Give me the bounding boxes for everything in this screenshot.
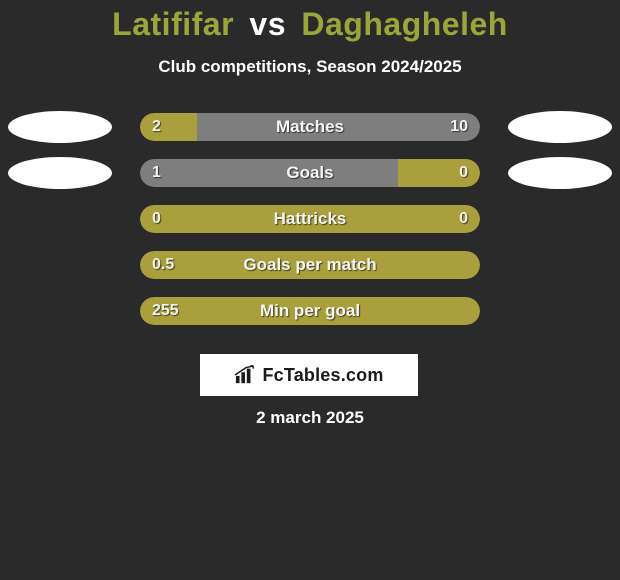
player-badge-left bbox=[8, 157, 112, 189]
player-badge-right bbox=[508, 111, 612, 143]
player-badge-right bbox=[508, 157, 612, 189]
player1-name: Latififar bbox=[112, 6, 234, 42]
value-left: 0 bbox=[152, 205, 161, 233]
comparison-row: 255Min per goal bbox=[0, 297, 620, 325]
bar-segment-full bbox=[140, 251, 480, 279]
subtitle: Club competitions, Season 2024/2025 bbox=[0, 57, 620, 77]
value-left: 255 bbox=[152, 297, 179, 325]
value-left: 1 bbox=[152, 159, 161, 187]
bar-chart-icon bbox=[234, 365, 256, 385]
bar-track bbox=[140, 297, 480, 325]
player-badge-left bbox=[8, 111, 112, 143]
comparison-row: 10Goals bbox=[0, 159, 620, 187]
footer-date: 2 march 2025 bbox=[0, 408, 620, 428]
watermark: FcTables.com bbox=[200, 354, 418, 396]
player2-name: Daghagheleh bbox=[301, 6, 507, 42]
value-right: 0 bbox=[459, 205, 468, 233]
bar-segment-full bbox=[140, 297, 480, 325]
title-vs: vs bbox=[249, 6, 286, 42]
title: Latififar vs Daghagheleh bbox=[0, 0, 620, 43]
value-right: 10 bbox=[450, 113, 468, 141]
comparison-row: 0.5Goals per match bbox=[0, 251, 620, 279]
bar-track bbox=[140, 113, 480, 141]
comparison-row: 210Matches bbox=[0, 113, 620, 141]
bar-segment-left bbox=[140, 159, 398, 187]
bar-track bbox=[140, 205, 480, 233]
value-left: 0.5 bbox=[152, 251, 174, 279]
bar-segment-left bbox=[140, 113, 197, 141]
comparison-rows: 210Matches10Goals00Hattricks0.5Goals per… bbox=[0, 113, 620, 325]
watermark-text: FcTables.com bbox=[262, 365, 383, 386]
comparison-infographic: Latififar vs Daghagheleh Club competitio… bbox=[0, 0, 620, 580]
value-left: 2 bbox=[152, 113, 161, 141]
bar-track bbox=[140, 251, 480, 279]
bar-segment-right bbox=[197, 113, 480, 141]
comparison-row: 00Hattricks bbox=[0, 205, 620, 233]
bar-track bbox=[140, 159, 480, 187]
value-right: 0 bbox=[459, 159, 468, 187]
bar-segment-full bbox=[140, 205, 480, 233]
